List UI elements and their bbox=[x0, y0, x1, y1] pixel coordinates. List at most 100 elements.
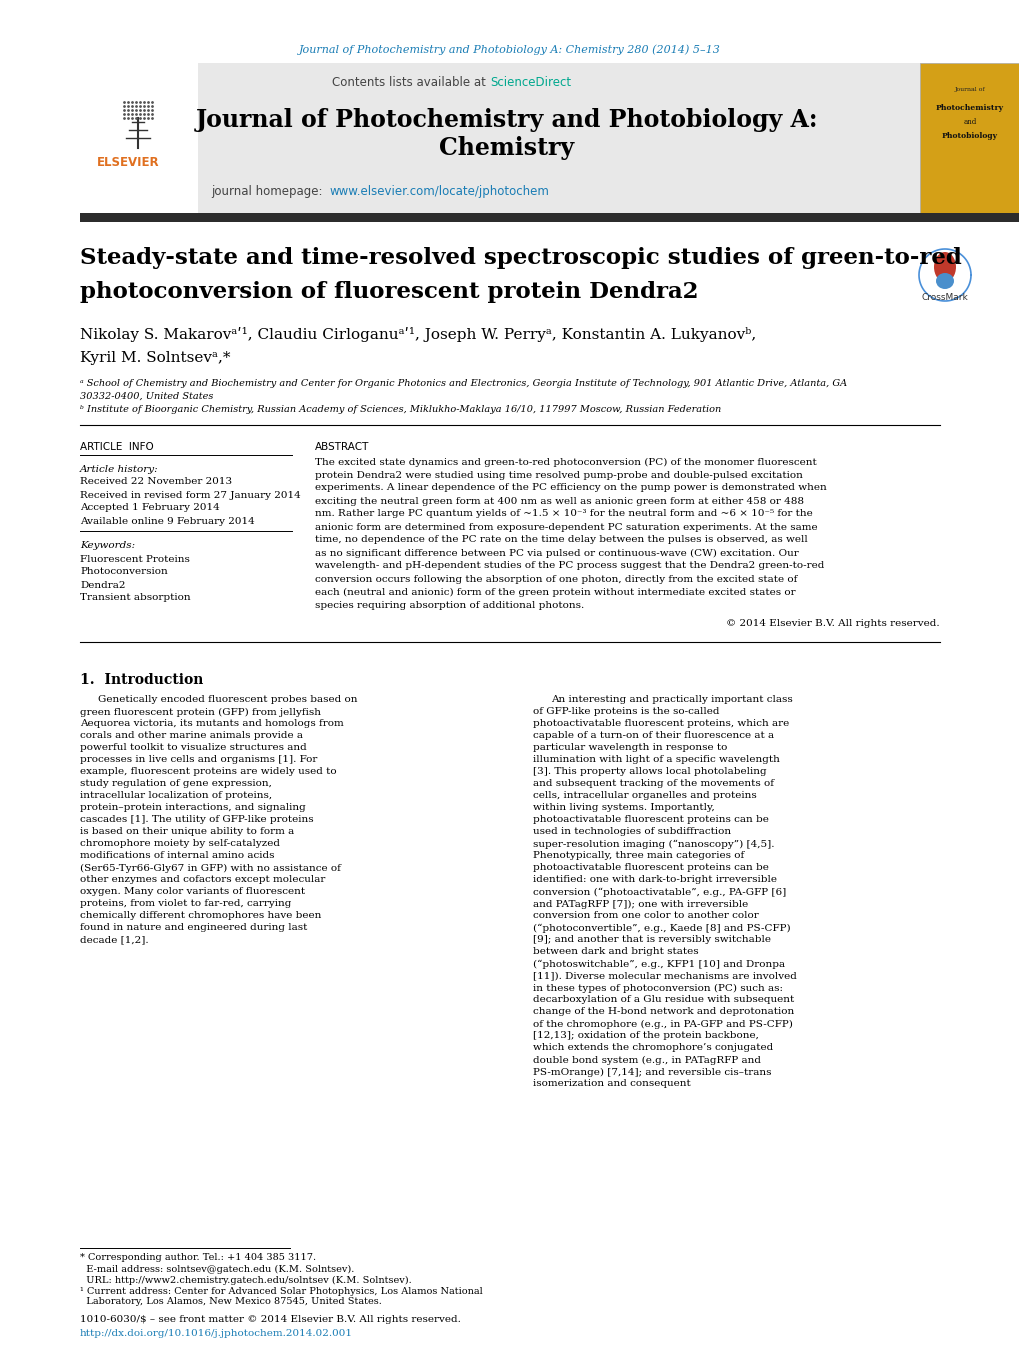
Text: conversion (“photoactivatable”, e.g., PA-GFP [6]: conversion (“photoactivatable”, e.g., PA… bbox=[533, 888, 786, 897]
Text: Journal of Photochemistry and Photobiology A:: Journal of Photochemistry and Photobiolo… bbox=[196, 108, 817, 132]
Text: ScienceDirect: ScienceDirect bbox=[489, 77, 571, 89]
Text: PS-mOrange) [7,14]; and reversible cis–trans: PS-mOrange) [7,14]; and reversible cis–t… bbox=[533, 1067, 770, 1077]
Text: Contents lists available at: Contents lists available at bbox=[332, 77, 489, 89]
Bar bbox=[79, 63, 940, 213]
Text: Article history:: Article history: bbox=[79, 465, 159, 473]
Text: time, no dependence of the PC rate on the time delay between the pulses is obser: time, no dependence of the PC rate on th… bbox=[315, 535, 807, 544]
Text: within living systems. Importantly,: within living systems. Importantly, bbox=[533, 804, 714, 812]
Text: URL: http://www2.chemistry.gatech.edu/solntsev (K.M. Solntsev).: URL: http://www2.chemistry.gatech.edu/so… bbox=[79, 1275, 412, 1285]
Bar bbox=[919, 63, 1019, 213]
Text: ᵇ Institute of Bioorganic Chemistry, Russian Academy of Sciences, Miklukho-Makla: ᵇ Institute of Bioorganic Chemistry, Rus… bbox=[79, 404, 720, 413]
Text: green fluorescent protein (GFP) from jellyfish: green fluorescent protein (GFP) from jel… bbox=[79, 708, 321, 716]
Text: double bond system (e.g., in PATagRFP and: double bond system (e.g., in PATagRFP an… bbox=[533, 1055, 760, 1065]
Bar bbox=[79, 63, 198, 213]
Text: protein–protein interactions, and signaling: protein–protein interactions, and signal… bbox=[79, 804, 306, 812]
Text: ARTICLE  INFO: ARTICLE INFO bbox=[79, 442, 154, 453]
Text: Photoconversion: Photoconversion bbox=[79, 567, 167, 577]
Text: as no significant difference between PC via pulsed or continuous-wave (CW) excit: as no significant difference between PC … bbox=[315, 549, 798, 558]
Text: Phenotypically, three main categories of: Phenotypically, three main categories of bbox=[533, 851, 744, 861]
Text: conversion occurs following the absorption of one photon, directly from the exci: conversion occurs following the absorpti… bbox=[315, 574, 797, 584]
Text: photoconversion of fluorescent protein Dendra2: photoconversion of fluorescent protein D… bbox=[79, 281, 698, 303]
Ellipse shape bbox=[933, 253, 955, 282]
Text: Accepted 1 February 2014: Accepted 1 February 2014 bbox=[79, 504, 219, 512]
Text: and: and bbox=[962, 118, 975, 126]
Text: oxygen. Many color variants of fluorescent: oxygen. Many color variants of fluoresce… bbox=[79, 888, 305, 897]
Text: [11]). Diverse molecular mechanisms are involved: [11]). Diverse molecular mechanisms are … bbox=[533, 971, 796, 981]
Text: capable of a turn-on of their fluorescence at a: capable of a turn-on of their fluorescen… bbox=[533, 731, 773, 740]
Text: powerful toolkit to visualize structures and: powerful toolkit to visualize structures… bbox=[79, 743, 307, 753]
Text: ᵃ School of Chemistry and Biochemistry and Center for Organic Photonics and Elec: ᵃ School of Chemistry and Biochemistry a… bbox=[79, 378, 847, 388]
Text: Received in revised form 27 January 2014: Received in revised form 27 January 2014 bbox=[79, 490, 301, 500]
Bar bbox=[79, 213, 1019, 222]
Text: in these types of photoconversion (PC) such as:: in these types of photoconversion (PC) s… bbox=[533, 984, 783, 993]
Text: proteins, from violet to far-red, carrying: proteins, from violet to far-red, carryi… bbox=[79, 900, 291, 908]
Text: Chemistry: Chemistry bbox=[439, 136, 574, 159]
Text: http://dx.doi.org/10.1016/j.jphotochem.2014.02.001: http://dx.doi.org/10.1016/j.jphotochem.2… bbox=[79, 1328, 353, 1337]
Text: cascades [1]. The utility of GFP-like proteins: cascades [1]. The utility of GFP-like pr… bbox=[79, 816, 313, 824]
Text: Steady-state and time-resolved spectroscopic studies of green-to-red: Steady-state and time-resolved spectrosc… bbox=[79, 247, 961, 269]
Text: Fluorescent Proteins: Fluorescent Proteins bbox=[79, 554, 190, 563]
Text: nm. Rather large PC quantum yields of ~1.5 × 10⁻³ for the neutral form and ~6 × : nm. Rather large PC quantum yields of ~1… bbox=[315, 509, 812, 519]
Text: (Ser65-Tyr66-Gly67 in GFP) with no assistance of: (Ser65-Tyr66-Gly67 in GFP) with no assis… bbox=[79, 863, 340, 873]
Text: Available online 9 February 2014: Available online 9 February 2014 bbox=[79, 516, 255, 526]
Text: journal homepage:: journal homepage: bbox=[211, 185, 330, 199]
Text: [12,13]; oxidation of the protein backbone,: [12,13]; oxidation of the protein backbo… bbox=[533, 1032, 758, 1040]
Text: change of the H-bond network and deprotonation: change of the H-bond network and deproto… bbox=[533, 1008, 794, 1016]
Text: super-resolution imaging (“nanoscopy”) [4,5].: super-resolution imaging (“nanoscopy”) [… bbox=[533, 839, 773, 848]
Text: identified: one with dark-to-bright irreversible: identified: one with dark-to-bright irre… bbox=[533, 875, 776, 885]
Text: isomerization and consequent: isomerization and consequent bbox=[533, 1079, 690, 1089]
Text: intracellular localization of proteins,: intracellular localization of proteins, bbox=[79, 792, 272, 801]
Text: [9]; and another that is reversibly switchable: [9]; and another that is reversibly swit… bbox=[533, 935, 770, 944]
Text: particular wavelength in response to: particular wavelength in response to bbox=[533, 743, 727, 753]
Text: used in technologies of subdiffraction: used in technologies of subdiffraction bbox=[533, 828, 731, 836]
Text: 30332-0400, United States: 30332-0400, United States bbox=[79, 392, 213, 400]
Text: © 2014 Elsevier B.V. All rights reserved.: © 2014 Elsevier B.V. All rights reserved… bbox=[726, 620, 940, 628]
Text: Dendra2: Dendra2 bbox=[79, 581, 125, 589]
Text: chemically different chromophores have been: chemically different chromophores have b… bbox=[79, 912, 321, 920]
Text: experiments. A linear dependence of the PC efficiency on the pump power is demon: experiments. A linear dependence of the … bbox=[315, 484, 826, 493]
Text: ¹ Current address: Center for Advanced Solar Photophysics, Los Alamos National: ¹ Current address: Center for Advanced S… bbox=[79, 1286, 482, 1296]
Text: An interesting and practically important class: An interesting and practically important… bbox=[550, 696, 792, 704]
Text: E-mail address: solntsev@gatech.edu (K.M. Solntsev).: E-mail address: solntsev@gatech.edu (K.M… bbox=[79, 1265, 354, 1274]
Ellipse shape bbox=[935, 273, 953, 289]
Text: example, fluorescent proteins are widely used to: example, fluorescent proteins are widely… bbox=[79, 767, 336, 777]
Text: other enzymes and cofactors except molecular: other enzymes and cofactors except molec… bbox=[79, 875, 325, 885]
Text: decarboxylation of a Glu residue with subsequent: decarboxylation of a Glu residue with su… bbox=[533, 996, 794, 1005]
Text: Photobiology: Photobiology bbox=[942, 132, 997, 141]
Text: is based on their unique ability to form a: is based on their unique ability to form… bbox=[79, 828, 293, 836]
Text: study regulation of gene expression,: study regulation of gene expression, bbox=[79, 780, 272, 789]
Text: Photochemistry: Photochemistry bbox=[935, 104, 1003, 112]
Text: exciting the neutral green form at 400 nm as well as anionic green form at eithe: exciting the neutral green form at 400 n… bbox=[315, 497, 803, 505]
Text: Kyril M. Solntsevᵃ,*: Kyril M. Solntsevᵃ,* bbox=[79, 351, 230, 365]
Text: The excited state dynamics and green-to-red photoconversion (PC) of the monomer : The excited state dynamics and green-to-… bbox=[315, 458, 816, 466]
Text: which extends the chromophore’s conjugated: which extends the chromophore’s conjugat… bbox=[533, 1043, 772, 1052]
Text: Genetically encoded fluorescent probes based on: Genetically encoded fluorescent probes b… bbox=[98, 696, 357, 704]
Text: of the chromophore (e.g., in PA-GFP and PS-CFP): of the chromophore (e.g., in PA-GFP and … bbox=[533, 1020, 792, 1028]
Text: www.elsevier.com/locate/jphotochem: www.elsevier.com/locate/jphotochem bbox=[330, 185, 549, 199]
Text: 1010-6030/$ – see front matter © 2014 Elsevier B.V. All rights reserved.: 1010-6030/$ – see front matter © 2014 El… bbox=[79, 1316, 461, 1324]
Text: between dark and bright states: between dark and bright states bbox=[533, 947, 698, 957]
Text: species requiring absorption of additional photons.: species requiring absorption of addition… bbox=[315, 600, 584, 609]
Text: and PATagRFP [7]); one with irreversible: and PATagRFP [7]); one with irreversible bbox=[533, 900, 748, 909]
Text: protein Dendra2 were studied using time resolved pump-probe and double-pulsed ex: protein Dendra2 were studied using time … bbox=[315, 470, 802, 480]
Text: (“photoconvertible”, e.g., Kaede [8] and PS-CFP): (“photoconvertible”, e.g., Kaede [8] and… bbox=[533, 923, 790, 932]
Text: anionic form are determined from exposure-dependent PC saturation experiments. A: anionic form are determined from exposur… bbox=[315, 523, 817, 531]
Text: 1.  Introduction: 1. Introduction bbox=[79, 673, 203, 688]
Text: [3]. This property allows local photolabeling: [3]. This property allows local photolab… bbox=[533, 767, 766, 777]
Text: illumination with light of a specific wavelength: illumination with light of a specific wa… bbox=[533, 755, 780, 765]
Text: photoactivatable fluorescent proteins can be: photoactivatable fluorescent proteins ca… bbox=[533, 816, 768, 824]
Text: Received 22 November 2013: Received 22 November 2013 bbox=[79, 477, 232, 486]
Text: cells, intracellular organelles and proteins: cells, intracellular organelles and prot… bbox=[533, 792, 756, 801]
Text: ELSEVIER: ELSEVIER bbox=[97, 157, 159, 169]
Text: of GFP-like proteins is the so-called: of GFP-like proteins is the so-called bbox=[533, 708, 718, 716]
Text: (“photoswitchable”, e.g., KFP1 [10] and Dronpa: (“photoswitchable”, e.g., KFP1 [10] and … bbox=[533, 959, 785, 969]
Text: Keywords:: Keywords: bbox=[79, 542, 135, 550]
Text: photoactivatable fluorescent proteins, which are: photoactivatable fluorescent proteins, w… bbox=[533, 720, 789, 728]
Text: conversion from one color to another color: conversion from one color to another col… bbox=[533, 912, 758, 920]
Text: wavelength- and pH-dependent studies of the PC process suggest that the Dendra2 : wavelength- and pH-dependent studies of … bbox=[315, 562, 823, 570]
Text: modifications of internal amino acids: modifications of internal amino acids bbox=[79, 851, 274, 861]
Text: ABSTRACT: ABSTRACT bbox=[315, 442, 369, 453]
Text: corals and other marine animals provide a: corals and other marine animals provide … bbox=[79, 731, 303, 740]
Text: processes in live cells and organisms [1]. For: processes in live cells and organisms [1… bbox=[79, 755, 317, 765]
Text: each (neutral and anionic) form of the green protein without intermediate excite: each (neutral and anionic) form of the g… bbox=[315, 588, 795, 597]
